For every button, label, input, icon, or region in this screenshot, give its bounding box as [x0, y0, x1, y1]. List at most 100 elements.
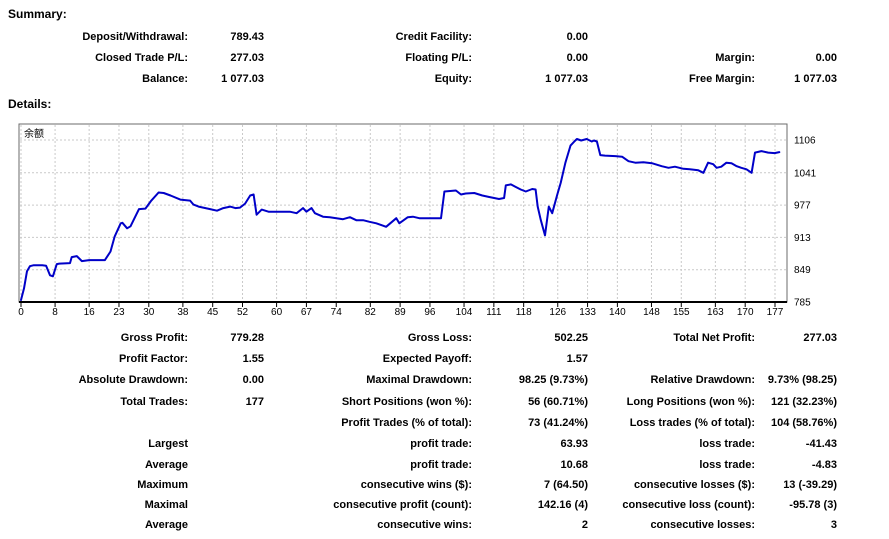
detail-stat-label: profit trade: [410, 438, 472, 450]
summary-stat-label: Closed Trade P/L: [95, 52, 188, 64]
detail-stat-label: Maximal Drawdown: [366, 374, 472, 386]
detail-stat-label: Loss trades (% of total): [629, 417, 755, 429]
y-tick-label: 849 [794, 265, 811, 276]
x-tick-label: 148 [643, 307, 660, 318]
summary-stat-value: 277.03 [230, 52, 264, 64]
y-tick-label: 1041 [794, 168, 817, 179]
detail-stat-label: Absolute Drawdown: [78, 374, 188, 386]
summary-stat-value: 0.00 [566, 31, 588, 43]
detail-stat-label: Largest [148, 438, 188, 450]
x-tick-label: 60 [271, 307, 283, 318]
x-tick-label: 118 [516, 307, 532, 318]
balance-line [20, 138, 781, 301]
summary-stat-label: Deposit/Withdrawal: [82, 31, 188, 43]
summary-stat-label: Balance: [142, 73, 188, 85]
detail-stat-value: 502.25 [554, 332, 588, 344]
detail-stat-label: Short Positions (won %): [341, 396, 472, 408]
detail-stat-value: 177 [245, 396, 264, 408]
detail-stat-value: 1.57 [566, 353, 588, 365]
x-tick-label: 45 [207, 307, 219, 318]
x-tick-label: 89 [395, 307, 407, 318]
detail-stat-value: 1.55 [242, 353, 264, 365]
summary-stat-value: 789.43 [230, 31, 264, 43]
detail-stat-label: Expected Payoff: [382, 353, 472, 365]
x-tick-label: 30 [143, 307, 155, 318]
detail-stat-value: 63.93 [560, 438, 588, 450]
detail-stat-label: Maximal [144, 499, 188, 511]
detail-stat-label: Gross Loss: [407, 332, 472, 344]
detail-stat-value: 3 [830, 519, 837, 531]
x-tick-label: 74 [331, 307, 343, 318]
summary-stat-label: Equity: [434, 73, 472, 85]
detail-stat-label: Profit Factor: [118, 353, 188, 365]
x-tick-label: 140 [609, 307, 626, 318]
detail-stat-label: Relative Drawdown: [650, 374, 755, 386]
x-tick-label: 163 [707, 307, 724, 318]
detail-stat-value: 98.25 (9.73%) [518, 374, 588, 386]
x-tick-label: 52 [237, 307, 249, 318]
detail-stat-label: consecutive profit (count): [333, 499, 472, 511]
x-tick-label: 0 [18, 307, 24, 318]
x-tick-label: 67 [301, 307, 313, 318]
detail-stat-label: consecutive loss (count): [622, 499, 755, 511]
detail-stat-label: Total Trades: [120, 396, 188, 408]
detail-stat-label: consecutive losses: [650, 519, 755, 531]
x-tick-label: 133 [579, 307, 596, 318]
x-tick-label: 104 [456, 307, 473, 318]
summary-heading: Summary: [8, 7, 67, 21]
detail-stat-label: Average [144, 459, 188, 471]
summary-stat-value: 0.00 [815, 52, 837, 64]
detail-stat-label: Long Positions (won %): [626, 396, 755, 408]
detail-stat-value: 779.28 [230, 332, 264, 344]
detail-stat-value: 121 (32.23%) [770, 396, 837, 408]
chart-legend-label: 余额 [24, 127, 44, 140]
detail-stat-value: 9.73% (98.25) [767, 374, 837, 386]
y-tick-label: 977 [794, 201, 811, 212]
detail-stat-label: Total Net Profit: [673, 332, 755, 344]
detail-stat-value: 7 (64.50) [543, 479, 588, 491]
detail-stat-value: 2 [581, 519, 588, 531]
detail-stat-label: Gross Profit: [120, 332, 188, 344]
detail-stat-value: -4.83 [811, 459, 837, 471]
summary-stat-label: Free Margin: [688, 73, 755, 85]
detail-stat-label: consecutive wins: [377, 519, 472, 531]
detail-stat-label: loss trade: [699, 459, 755, 471]
summary-stat-value: 1 077.03 [545, 73, 588, 85]
x-tick-label: 177 [767, 307, 784, 318]
x-tick-label: 16 [84, 307, 96, 318]
plot-border [18, 123, 788, 303]
detail-stat-value: 73 (41.24%) [528, 417, 588, 429]
y-tick-label: 1106 [794, 136, 816, 147]
x-tick-label: 82 [365, 307, 377, 318]
detail-stat-label: Average [144, 519, 188, 531]
detail-stat-label: consecutive wins ($): [360, 479, 472, 491]
x-tick-label: 8 [52, 307, 58, 318]
summary-stat-label: Credit Facility: [395, 31, 472, 43]
detail-stat-value: -41.43 [805, 438, 837, 450]
details-heading: Details: [8, 97, 52, 111]
summary-stat-value: 1 077.03 [794, 73, 837, 85]
detail-stat-value: 0.00 [242, 374, 264, 386]
detail-stat-label: profit trade: [410, 459, 472, 471]
y-tick-label: 785 [794, 298, 811, 309]
detail-stat-value: 10.68 [560, 459, 588, 471]
x-tick-label: 96 [424, 307, 436, 318]
y-tick-label: 913 [794, 233, 811, 244]
summary-stat-label: Margin: [715, 52, 755, 64]
x-tick-label: 170 [737, 307, 754, 318]
x-tick-label: 155 [673, 307, 690, 318]
summary-stat-value: 0.00 [566, 52, 588, 64]
summary-stat-label: Floating P/L: [405, 52, 472, 64]
x-tick-label: 126 [549, 307, 566, 318]
summary-stat-value: 1 077.03 [221, 73, 264, 85]
detail-stat-label: loss trade: [699, 438, 755, 450]
detail-stat-label: Profit Trades (% of total): [341, 417, 472, 429]
detail-stat-value: 56 (60.71%) [528, 396, 588, 408]
detail-stat-label: Maximum [137, 479, 188, 491]
detail-stat-value: -95.78 (3) [789, 499, 837, 511]
x-tick-label: 23 [113, 307, 125, 318]
detail-stat-value: 13 (-39.29) [783, 479, 837, 491]
detail-stat-label: consecutive losses ($): [633, 479, 755, 491]
x-tick-label: 38 [177, 307, 189, 318]
x-tick-label: 111 [486, 307, 502, 318]
